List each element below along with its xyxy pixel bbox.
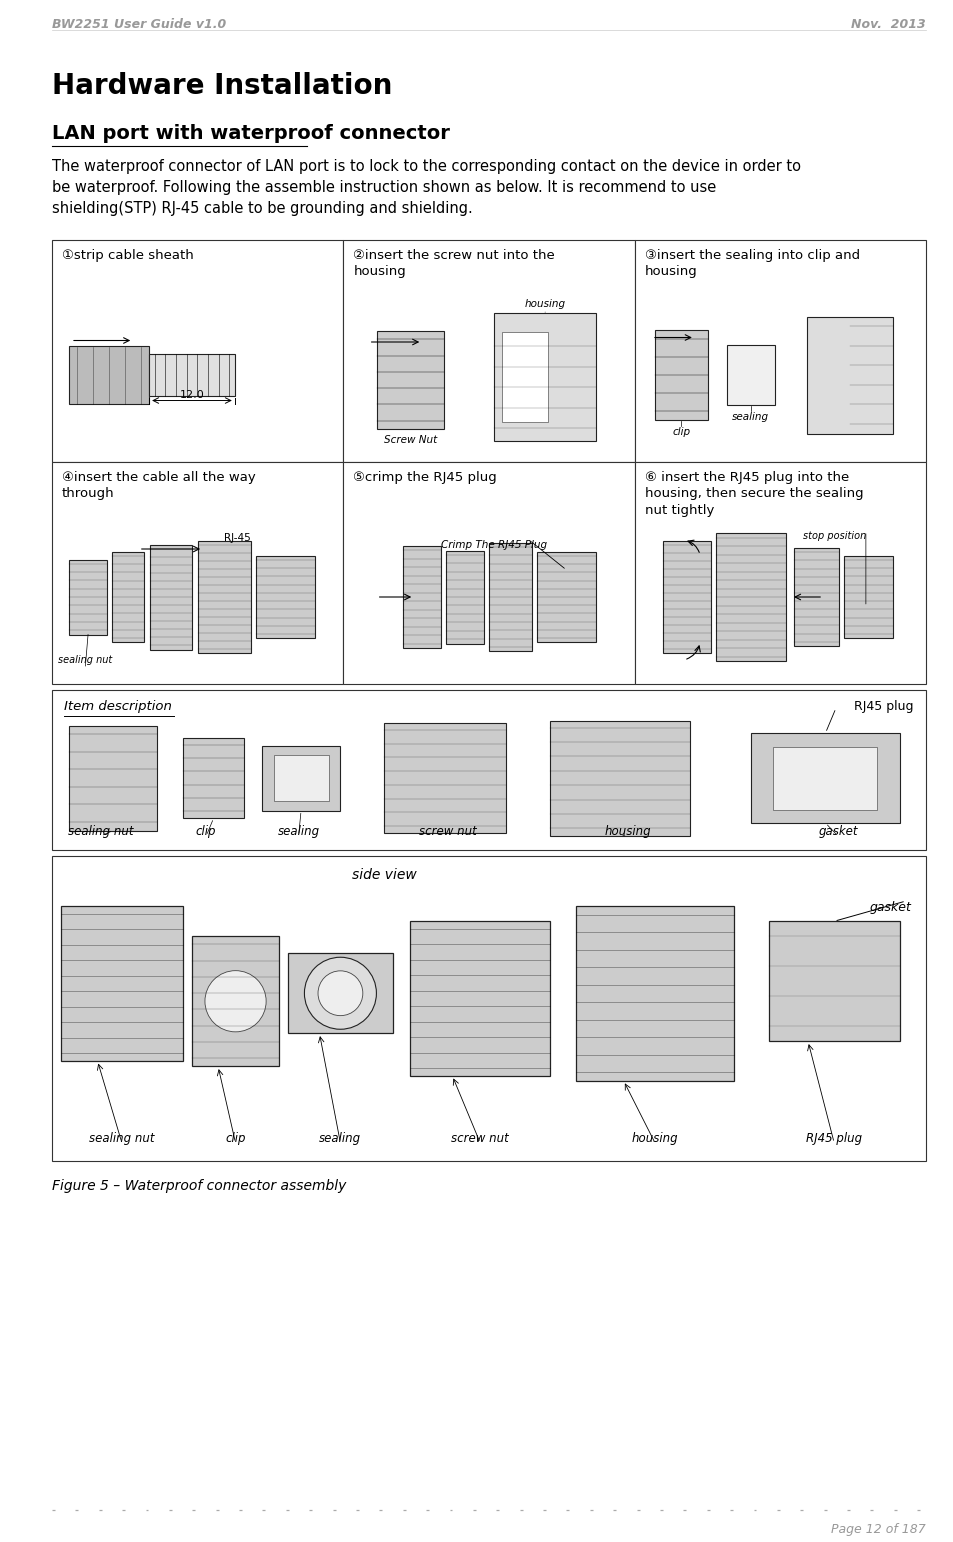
Bar — [183, 739, 244, 817]
Text: sealing: sealing — [732, 412, 769, 423]
Text: clip: clip — [672, 427, 690, 436]
Bar — [192, 936, 279, 1066]
Text: Figure 5 – Waterproof connector assembly: Figure 5 – Waterproof connector assembly — [52, 1180, 346, 1194]
Bar — [446, 550, 483, 643]
Text: ⑥ insert the RJ45 plug into the
housing, then secure the sealing
nut tightly: ⑥ insert the RJ45 plug into the housing,… — [644, 470, 862, 517]
Circle shape — [205, 970, 266, 1032]
Text: Screw Nut: Screw Nut — [383, 435, 436, 444]
Text: RJ45 plug: RJ45 plug — [854, 700, 913, 712]
Text: ⑤crimp the RJ45 plug: ⑤crimp the RJ45 plug — [353, 470, 497, 484]
Text: BW2251 User Guide v1.0: BW2251 User Guide v1.0 — [52, 19, 226, 31]
Bar — [52, 856, 925, 1161]
Bar — [343, 241, 634, 463]
Bar — [288, 953, 393, 1033]
Bar — [52, 689, 925, 850]
Bar — [550, 720, 689, 836]
Text: housing: housing — [603, 825, 650, 837]
Bar — [773, 746, 877, 810]
Bar — [502, 333, 548, 421]
Bar — [806, 316, 892, 433]
Text: sealing: sealing — [319, 1132, 361, 1146]
Bar — [256, 555, 314, 638]
Text: LAN port with waterproof connector: LAN port with waterproof connector — [52, 123, 450, 143]
Bar — [261, 745, 340, 811]
Bar — [716, 534, 785, 662]
Bar — [793, 549, 839, 646]
Text: screw nut: screw nut — [418, 825, 476, 837]
Bar — [410, 921, 550, 1076]
Bar — [149, 355, 234, 395]
Text: Crimp The RJ45 Plug: Crimp The RJ45 Plug — [441, 540, 547, 550]
Text: ①strip cable sheath: ①strip cable sheath — [62, 248, 193, 262]
Text: Page 12 of 187: Page 12 of 187 — [830, 1523, 925, 1536]
Bar — [634, 463, 925, 685]
Bar — [52, 463, 343, 685]
Text: The waterproof connector of LAN port is to lock to the corresponding contact on : The waterproof connector of LAN port is … — [52, 159, 801, 174]
Text: Item description: Item description — [64, 700, 172, 712]
Text: ②insert the screw nut into the
housing: ②insert the screw nut into the housing — [353, 248, 555, 279]
Text: 12.0: 12.0 — [179, 390, 204, 399]
Bar — [112, 552, 144, 641]
Bar — [197, 541, 251, 654]
Text: screw nut: screw nut — [451, 1132, 509, 1146]
Text: sealing: sealing — [277, 825, 319, 837]
Text: sealing nut: sealing nut — [89, 1132, 154, 1146]
Text: Hardware Installation: Hardware Installation — [52, 72, 392, 100]
Text: RJ-45: RJ-45 — [224, 534, 251, 543]
Bar — [634, 241, 925, 463]
Bar — [662, 541, 710, 654]
Text: be waterproof. Following the assemble instruction shown as below. It is recommen: be waterproof. Following the assemble in… — [52, 180, 716, 194]
Bar — [537, 552, 596, 641]
Text: sealing nut: sealing nut — [68, 825, 133, 837]
Text: housing: housing — [631, 1132, 678, 1146]
Bar — [376, 332, 443, 429]
Text: clip: clip — [225, 1132, 246, 1146]
Text: gasket: gasket — [868, 901, 910, 914]
Text: side view: side view — [352, 868, 416, 882]
Text: ④insert the cable all the way
through: ④insert the cable all the way through — [62, 470, 255, 501]
Bar — [52, 241, 343, 463]
Bar — [343, 463, 634, 685]
Bar — [384, 723, 506, 833]
Bar — [403, 546, 440, 648]
Text: housing: housing — [524, 299, 565, 310]
Bar — [69, 347, 149, 404]
Bar — [150, 544, 193, 649]
Bar — [70, 560, 107, 634]
Text: gasket: gasket — [818, 825, 857, 837]
Text: clip: clip — [195, 825, 216, 837]
Bar — [750, 732, 899, 823]
Bar — [843, 555, 892, 638]
Text: sealing nut: sealing nut — [58, 655, 112, 665]
Text: shielding(STP) RJ-45 cable to be grounding and shielding.: shielding(STP) RJ-45 cable to be groundi… — [52, 200, 473, 216]
Bar — [726, 345, 774, 406]
Text: Nov.  2013: Nov. 2013 — [850, 19, 925, 31]
Bar — [61, 905, 183, 1061]
Bar — [576, 905, 733, 1081]
Bar — [489, 543, 531, 651]
Text: ③insert the sealing into clip and
housing: ③insert the sealing into clip and housin… — [644, 248, 859, 279]
Bar — [654, 330, 707, 419]
Bar — [494, 313, 596, 441]
Circle shape — [304, 958, 376, 1029]
Bar — [70, 725, 156, 831]
Text: stop position: stop position — [801, 530, 865, 541]
Circle shape — [317, 971, 362, 1016]
Bar — [274, 756, 328, 800]
Bar — [768, 921, 899, 1041]
Text: RJ45 plug: RJ45 plug — [805, 1132, 862, 1146]
